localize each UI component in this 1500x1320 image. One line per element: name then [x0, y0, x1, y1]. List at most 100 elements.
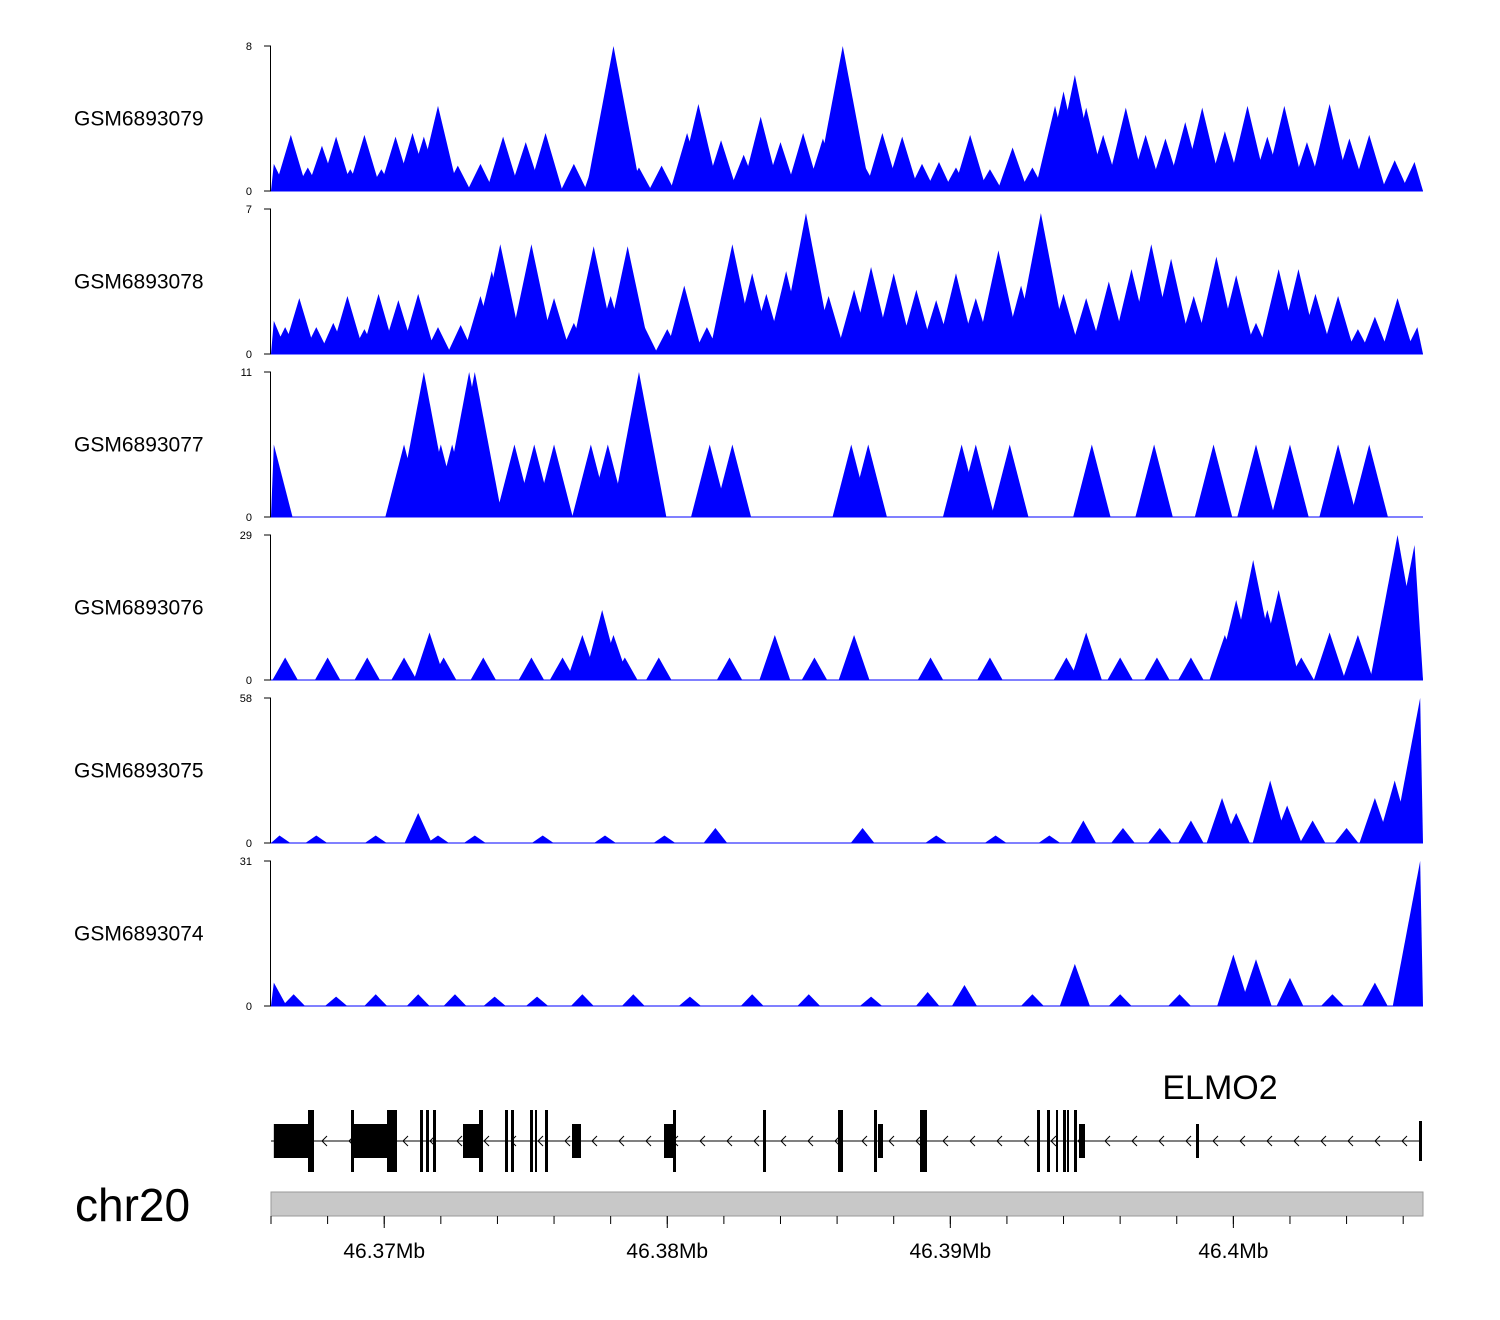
coverage-peak [713, 444, 752, 517]
exon-block [545, 1110, 548, 1172]
exon-block [673, 1110, 676, 1172]
coverage-peak [611, 372, 667, 517]
exon-block [1074, 1110, 1077, 1172]
coverage-peak [271, 835, 291, 843]
coverage-peak [430, 657, 457, 680]
track-label: GSM6893078 [74, 271, 204, 294]
coverage-peak [849, 444, 887, 517]
coverage-peak [925, 835, 948, 843]
coverage-peak [427, 835, 449, 843]
coverage-peak [406, 994, 430, 1006]
coverage-peak [1272, 805, 1302, 843]
coverage-peak [631, 327, 658, 354]
coverage-peak [274, 134, 308, 191]
coverage-peak [594, 835, 616, 843]
strand-arrow [402, 1135, 409, 1147]
coverage-peak [1217, 954, 1250, 1006]
exon-block [530, 1110, 533, 1172]
strand-arrow [915, 1135, 922, 1147]
coverage-peak [1276, 977, 1304, 1006]
coverage-peak [305, 835, 328, 843]
exon-block [426, 1110, 429, 1172]
strand-arrow [699, 1135, 706, 1147]
track-label: GSM6893077 [74, 434, 204, 457]
coverage-peak [626, 167, 652, 191]
exon-block [511, 1110, 514, 1172]
coverage-peak [1401, 162, 1423, 191]
strand-arrow [1023, 1135, 1030, 1147]
coverage-peak [1380, 298, 1415, 354]
genomic-axis: chr20 46.37Mb 46.38Mb 46.39Mb 46.4Mb [75, 1179, 1424, 1263]
coverage-peak [908, 163, 936, 191]
strand-arrow [1266, 1135, 1273, 1147]
coverage-peak [486, 136, 520, 191]
coverage-peak [1350, 444, 1388, 517]
coverage-peak [417, 105, 459, 191]
data-tracks: GSM689307980GSM689307870GSM6893077110GSM… [74, 41, 1423, 1013]
y-tick-label-min: 0 [246, 512, 252, 524]
coverage-peak [917, 657, 944, 680]
coverage-peak [1108, 994, 1132, 1006]
strand-arrow [483, 1135, 490, 1147]
coverage-peak [859, 996, 883, 1006]
exon-block [353, 1124, 389, 1158]
exon-block [1056, 1110, 1058, 1172]
track-gsm6893078: GSM6893078 7 0 [74, 204, 1423, 361]
coverage-peak [957, 444, 995, 517]
strand-arrow [888, 1135, 895, 1147]
coverage-peak [1321, 296, 1356, 354]
coverage-peak [915, 991, 940, 1006]
coverage-peak [477, 244, 524, 354]
coverage-peak [404, 813, 432, 843]
coverage-peak [1237, 444, 1275, 517]
track-gsm6893074: GSM6893074 31 0 [74, 856, 1423, 1013]
coverage-peak [1313, 632, 1346, 680]
exon-block [420, 1110, 423, 1172]
exon-block [874, 1110, 877, 1172]
coverage-peak [1144, 657, 1170, 680]
coverage-peak [997, 147, 1028, 191]
coverage-peak [282, 298, 317, 354]
strand-arrow [1212, 1135, 1219, 1147]
coverage-peak [1264, 105, 1305, 191]
coverage-peak [1107, 657, 1133, 680]
gene-track: ELMO2 [271, 1069, 1422, 1172]
coverage-peak [885, 136, 919, 191]
coverage-peak [531, 835, 554, 843]
coverage-peak [838, 635, 870, 680]
coverage-peak [1352, 134, 1386, 191]
exon-block [273, 1124, 310, 1158]
coverage-peak [1216, 275, 1256, 354]
coverage-peak [1288, 657, 1314, 680]
y-tick-label-min: 0 [246, 1001, 252, 1013]
strand-arrow [321, 1135, 328, 1147]
coverage-peak [801, 657, 828, 680]
coverage-peak [282, 994, 306, 1006]
coverage-peak [1271, 444, 1309, 517]
coverage-peak [413, 632, 446, 680]
strand-arrow [996, 1135, 1003, 1147]
y-tick-label-max: 31 [240, 856, 252, 868]
coverage-peak [604, 246, 651, 354]
strand-arrow [1158, 1135, 1165, 1147]
track-label: GSM6893074 [74, 923, 204, 946]
exon-block [387, 1110, 397, 1172]
chromosome-label: chr20 [75, 1179, 190, 1231]
coverage-peak [324, 996, 348, 1006]
coverage-peak [1046, 293, 1081, 354]
y-tick-label-max: 58 [240, 693, 252, 705]
track-label: GSM6893076 [74, 597, 204, 620]
coverage-peak [1013, 213, 1068, 354]
exon-block [1079, 1124, 1085, 1158]
exon-block [878, 1124, 883, 1158]
coverage-peak [443, 994, 467, 1006]
y-tick-label-min: 0 [246, 838, 252, 850]
strand-arrow [537, 1135, 544, 1147]
coverage-peak [1070, 820, 1097, 843]
coverage-peak [976, 250, 1021, 354]
coverage-peak [1059, 963, 1090, 1006]
coverage-peak [984, 835, 1007, 843]
coverage-peak [764, 142, 797, 191]
coverage-peak [740, 994, 764, 1006]
